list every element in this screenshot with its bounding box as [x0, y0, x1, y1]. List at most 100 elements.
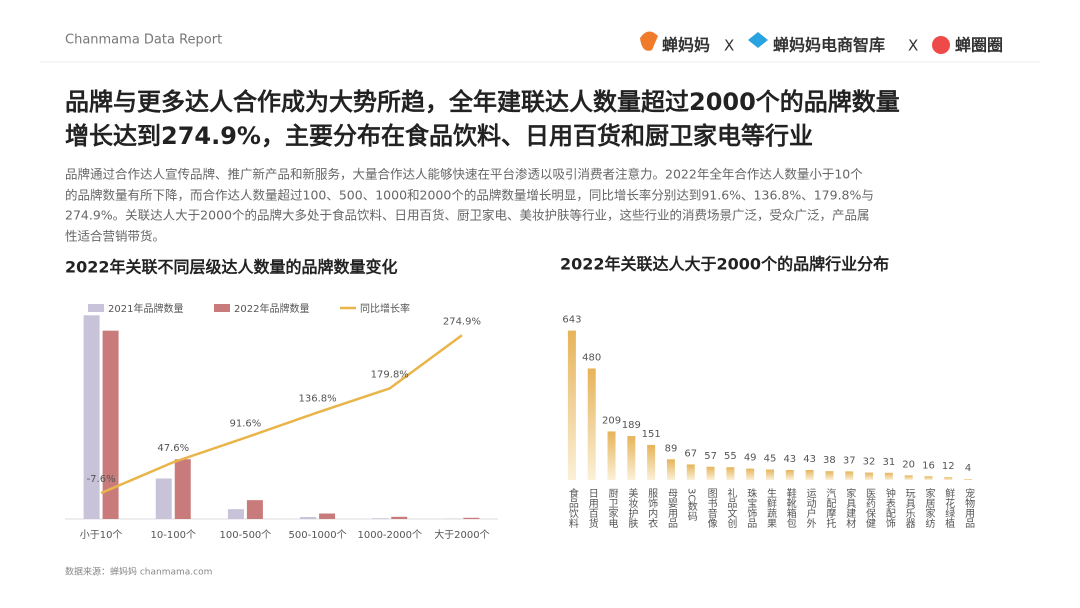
x-tick-label: 鞋靴箱包: [784, 487, 796, 528]
bar: [825, 471, 834, 480]
x-tick-label: 食品饮料: [566, 487, 578, 529]
bar: [706, 466, 715, 480]
bar: [964, 479, 973, 480]
data-label: 55: [724, 451, 737, 462]
x-tick-label: 10-100个: [151, 529, 196, 541]
data-label: 151: [642, 429, 661, 440]
bar: [884, 472, 893, 480]
bar: [587, 368, 596, 480]
bar: [155, 478, 172, 519]
data-label: 38: [823, 455, 836, 466]
data-label: 274.9%: [443, 316, 481, 327]
bar: [463, 517, 480, 519]
x-tick-label: 家居家纺: [923, 487, 935, 529]
bar: [102, 330, 119, 519]
bar: [227, 509, 244, 519]
data-label: 189: [622, 420, 641, 431]
bar: [83, 315, 100, 519]
data-label: -7.6%: [87, 474, 116, 485]
x-tick-label: 厨卫家电: [606, 488, 618, 528]
bar: [647, 444, 656, 480]
x-tick-label: 宠物用品: [963, 487, 975, 529]
bar: [174, 459, 191, 519]
source: 数据来源：蝉妈妈 chanmama.com: [65, 566, 212, 578]
legend-swatch: [214, 304, 230, 312]
x-tick-label: 美妆护肤: [626, 487, 638, 529]
bar: [300, 517, 317, 519]
bar: [627, 436, 636, 480]
x-tick-label: 鲜花绿植: [943, 487, 955, 529]
bar: [246, 500, 263, 519]
data-label: 643: [562, 315, 581, 326]
bar: [372, 518, 389, 519]
logo-text: 蝉妈妈电商智库: [773, 36, 885, 55]
data-label: 179.8%: [371, 369, 409, 380]
x-tick-label: 100-500个: [220, 529, 272, 541]
x-tick-label: 小于10个: [80, 529, 123, 541]
x-tick-label: 运动户外: [804, 488, 816, 529]
bar: [865, 472, 874, 480]
title-line: 品牌与更多达人合作成为大势所趋，全年建联达人数量超过2000个的品牌数量: [65, 88, 900, 116]
x-tick-label: 服饰内衣: [646, 488, 658, 529]
x-tick-label: 500-1000个: [289, 529, 347, 541]
logo-text: 蝉妈妈: [662, 36, 710, 55]
bar: [391, 516, 408, 519]
data-label: 480: [582, 352, 601, 363]
bar: [766, 469, 774, 480]
data-label: 45: [764, 454, 777, 465]
bar: [686, 464, 695, 480]
x-tick-label: 大于2000个: [434, 528, 489, 541]
logo-sep: X: [908, 37, 918, 55]
x-tick-label: 3C数码: [685, 488, 697, 522]
data-label: 37: [843, 455, 856, 466]
x-tick-label: 玩具乐器: [903, 488, 915, 529]
paragraph-line: 品牌通过合作达人宣传品牌、推广新产品和新服务，大量合作达人能够快速在平台渗透以吸…: [65, 167, 863, 182]
legend-label: 同比增长率: [360, 302, 410, 315]
legend-label: 2022年品牌数量: [234, 302, 309, 315]
x-tick-label: 钟表配饰: [883, 487, 895, 529]
data-label: 16: [922, 460, 935, 471]
logo-icon: [640, 31, 658, 51]
data-label: 43: [783, 454, 796, 465]
data-label: 47.6%: [157, 443, 189, 454]
legend-label: 2021年品牌数量: [108, 302, 183, 315]
data-label: 43: [803, 454, 816, 465]
data-label: 49: [744, 453, 757, 464]
bar: [944, 477, 953, 480]
data-label: 57: [704, 451, 717, 462]
bar: [319, 513, 336, 519]
data-label: 32: [863, 457, 876, 468]
bar: [666, 459, 675, 480]
bar: [567, 330, 576, 480]
logo-icon: [748, 32, 768, 48]
bar: [607, 431, 616, 480]
x-tick-label: 日用百货: [586, 488, 598, 529]
x-tick-label: 家具建材: [844, 487, 856, 528]
logo-text: 蝉圈圈: [955, 36, 1003, 55]
chart-title: 2022年关联达人大于2000个的品牌行业分布: [560, 255, 889, 274]
bar: [904, 475, 913, 480]
bar: [845, 471, 854, 480]
data-label: 89: [665, 443, 678, 454]
chart-title: 2022年关联不同层级达人数量的品牌数量变化: [65, 258, 398, 277]
x-tick-label: 母婴用品: [665, 488, 677, 529]
data-label: 209: [602, 415, 621, 426]
x-tick-label: 图书音像: [705, 488, 717, 528]
x-tick-label: 1000-2000个: [357, 529, 422, 541]
paragraph-line: 性适合营销带货。: [65, 229, 165, 244]
x-tick-label: 医药保健: [864, 488, 876, 529]
bar: [924, 476, 933, 480]
bar: [746, 468, 755, 480]
paragraph-line: 的品牌数量有所下降，而合作达人数量超过100、500、1000和2000个的品牌…: [65, 188, 874, 203]
x-tick-label: 礼品文创: [725, 487, 737, 529]
data-label: 136.8%: [299, 393, 337, 404]
bar: [805, 470, 814, 480]
paragraph-line: 274.9%。关联达人大于2000个的品牌大多处于食品饮料、日用百货、厨卫家电、…: [65, 208, 869, 223]
data-label: 4: [965, 463, 971, 474]
x-tick-label: 生鲜蔬果: [765, 487, 777, 529]
data-label: 20: [902, 459, 915, 470]
data-label: 91.6%: [230, 419, 262, 430]
bar: [726, 467, 735, 480]
logo-sep: X: [724, 37, 734, 55]
